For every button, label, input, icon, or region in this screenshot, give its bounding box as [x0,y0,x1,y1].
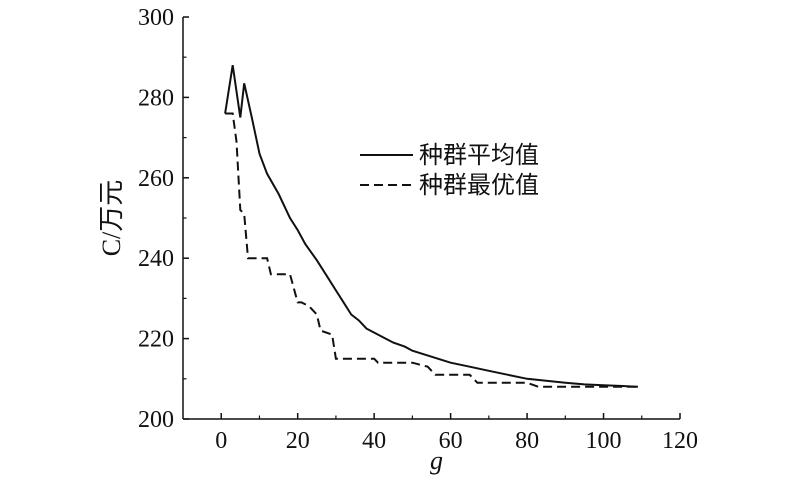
series-layer [224,65,638,388]
x-tick-label: 40 [362,428,386,454]
x-tick-label: 60 [439,428,463,454]
x-tick-label: 80 [515,428,539,454]
y-tick-label: 240 [138,246,174,272]
legend-label: 种群最优值 [419,171,539,199]
y-tick-label: 220 [138,327,174,353]
series-line-best [225,112,638,388]
y-tick-label: 200 [138,407,174,433]
x-tick-label: 120 [662,428,698,454]
y-tick-label: 280 [138,85,174,111]
series-line-average [224,65,638,388]
x-tick-label: 100 [586,428,622,454]
x-ticks: 0 20 40 60 80 100 120 [215,413,698,454]
y-tick-label: 300 [138,5,174,31]
axes [182,17,680,420]
x-tick-label: 0 [215,428,227,454]
y-tick-label: 260 [138,166,174,192]
x-axis-label: g [430,446,443,475]
y-axis-label: C/万元 [97,180,126,257]
legend-label: 种群平均值 [419,141,539,169]
y-ticks: 200 220 240 260 280 300 [138,5,189,433]
x-tick-label: 20 [286,428,310,454]
